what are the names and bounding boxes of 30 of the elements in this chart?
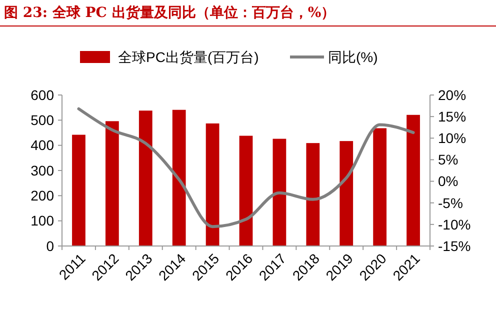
y2-tick-label: 5% (438, 152, 458, 168)
y-tick-label: 300 (30, 162, 54, 178)
legend-label: 同比(%) (328, 48, 378, 65)
bar (138, 110, 152, 246)
y-tick-label: 600 (30, 86, 54, 103)
bar (340, 141, 354, 246)
bar (406, 114, 420, 246)
y-tick-label: 400 (30, 137, 54, 154)
bar (373, 128, 387, 246)
y2-tick-label: -10% (438, 216, 471, 232)
bar (105, 121, 119, 246)
bar (172, 110, 186, 246)
bar (72, 134, 86, 246)
legend-label: 全球PC出货量(百万台) (118, 48, 259, 65)
y-tick-label: 100 (30, 212, 54, 229)
y-tick-label: 0 (46, 238, 54, 254)
chart-title: 图 23: 全球 PC 出货量及同比（单位：百万台，%） (4, 5, 336, 21)
y2-tick-label: 15% (438, 108, 466, 124)
bar (272, 138, 286, 246)
y2-tick-label: -15% (438, 238, 471, 254)
y2-tick-label: 20% (438, 86, 466, 103)
y2-tick-label: 10% (438, 130, 466, 146)
y-tick-label: 500 (30, 112, 54, 128)
line-series (77, 107, 415, 228)
y-tick-label: 200 (30, 188, 54, 204)
y2-tick-label: -5% (438, 194, 463, 211)
bar (206, 123, 220, 246)
bar (306, 143, 320, 246)
bar (239, 136, 253, 246)
y2-tick-label: 0% (438, 173, 458, 190)
